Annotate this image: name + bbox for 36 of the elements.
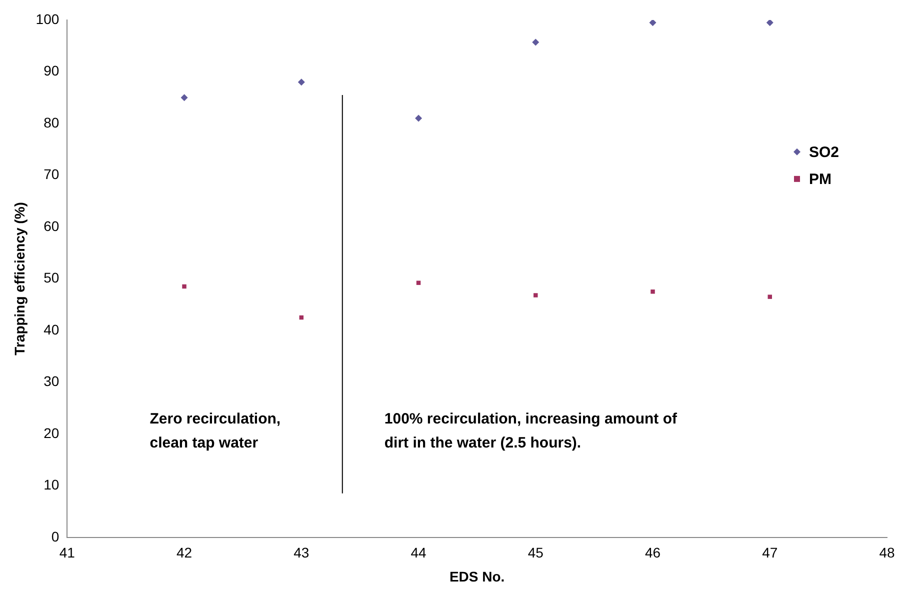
legend-label: SO2 [809,144,840,162]
x-tick-label: 47 [762,544,778,561]
y-tick-label: 10 [44,476,60,493]
annotation: Zero recirculation, clean tap water [150,410,281,452]
y-tick-label: 60 [44,218,60,234]
point [415,114,422,122]
y-tick-label: 20 [44,424,60,441]
y-tick-label: 50 [44,270,60,286]
point [534,293,538,298]
y-tick-label: 90 [44,62,60,79]
x-axis-title: EDS No. [449,568,505,584]
point [416,280,421,285]
y-tick-label: 70 [44,166,60,182]
point [649,20,656,26]
point [650,290,655,294]
annotation: 100% recirculation, increasing amount of dirt in the water (2.5 hours). [384,410,678,452]
point [182,284,186,289]
point [766,20,774,26]
y-tick-label: 0 [51,528,60,544]
y-axis-title: Trapping efficiency (%) [11,202,28,356]
x-tick-label: 43 [294,544,310,561]
x-tick-label: 42 [176,544,192,561]
point [532,38,540,46]
x-tick-label: 45 [528,544,544,561]
y-tick-label: 40 [44,321,60,338]
x-tick-label: 48 [879,544,895,561]
y-tick-label: 100 [36,10,60,27]
x-tick-label: 44 [410,544,427,561]
x-tick-label: 41 [59,544,76,561]
point [180,94,188,102]
legend-label: PM [809,171,832,188]
x-tick-label: 46 [644,544,661,561]
point [768,294,772,299]
point [298,78,305,86]
y-tick-label: 80 [44,114,60,130]
y-tick-label: 30 [44,373,60,390]
